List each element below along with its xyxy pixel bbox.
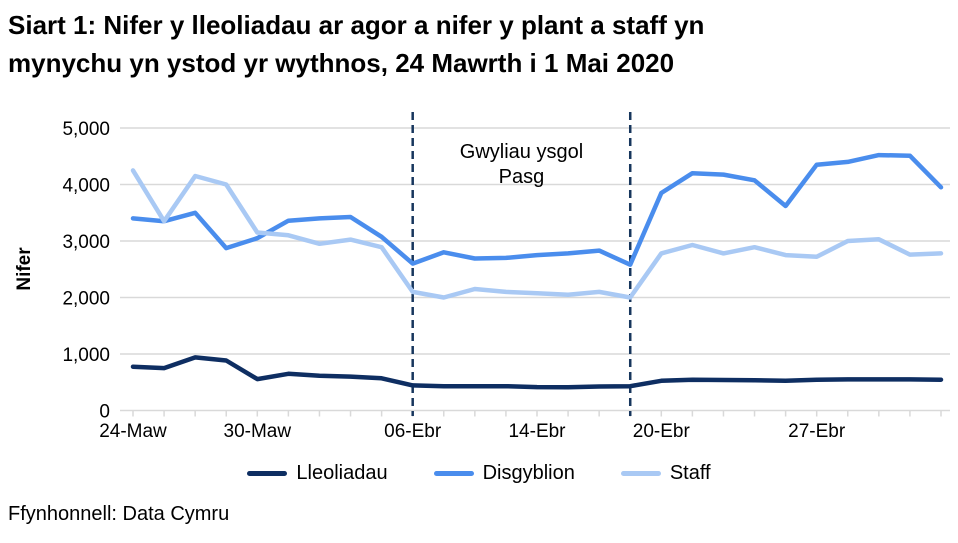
x-tick-label: 27-Ebr: [788, 421, 846, 442]
x-tick-label: 14-Ebr: [508, 421, 566, 442]
staff-line-swatch: [620, 470, 661, 476]
page-title: Siart 1: Nifer y lleoliadau ar agor a ni…: [8, 6, 952, 82]
legend-item-staff: Staff: [620, 461, 711, 485]
series-line-staff: [130, 168, 944, 300]
title-line-2: mynychu yn ystod yr wythnos, 24 Mawrth i…: [8, 48, 675, 78]
y-tick-label: 0: [99, 402, 110, 423]
x-tick-label: 20-Ebr: [633, 421, 691, 442]
x-tick-label: 06-Ebr: [384, 421, 442, 442]
disgyblion-line-swatch: [433, 470, 474, 476]
holiday-annotation-line-2: Pasg: [499, 166, 545, 188]
legend-label-lleoliadau: Lleoliadau: [296, 461, 388, 484]
y-tick-label: 5,000: [62, 119, 110, 140]
legend: Lleoliadau Disgyblion Staff: [0, 456, 958, 490]
lleoliadau-line-swatch: [247, 470, 288, 476]
y-tick-label: 1,000: [62, 345, 110, 366]
x-tick-label: 24-Maw: [99, 421, 167, 442]
y-tick-label: 3,000: [62, 232, 110, 253]
y-axis-title: Nifer: [14, 247, 35, 291]
source-text: Ffynhonnell: Data Cymru: [8, 503, 230, 525]
title-line-1: Siart 1: Nifer y lleoliadau ar agor a ni…: [8, 10, 705, 40]
legend-label-disgyblion: Disgyblion: [482, 461, 575, 484]
y-tick-label: 4,000: [62, 176, 110, 197]
holiday-annotation-line-1: Gwyliau ysgol: [460, 141, 583, 163]
legend-item-disgyblion: Disgyblion: [433, 461, 575, 485]
series-line-lleoliadau: [130, 355, 944, 390]
x-tick-label: 30-Maw: [224, 421, 292, 442]
y-tick-label: 2,000: [62, 289, 110, 310]
legend-item-lleoliadau: Lleoliadau: [247, 461, 388, 485]
legend-label-staff: Staff: [669, 461, 711, 484]
